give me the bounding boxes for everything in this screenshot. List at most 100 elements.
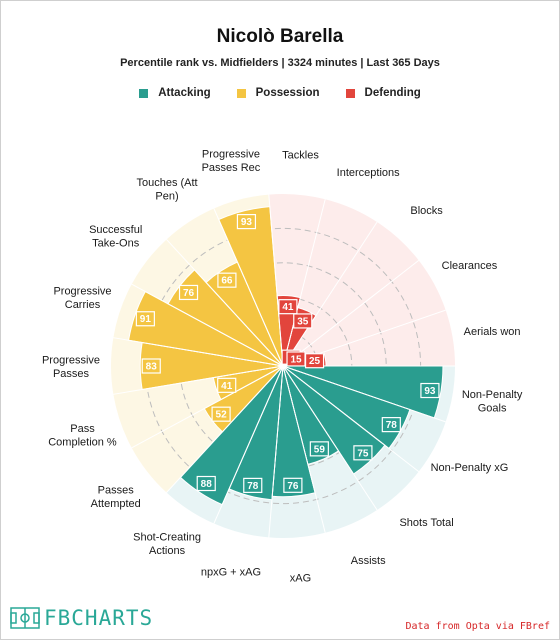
value-label-shot-creating-actions: 88 <box>196 475 216 492</box>
category-label-progressive-carries: Progressive Carries <box>53 285 111 311</box>
chart-subtitle: Percentile rank vs. Midfielders | 3324 m… <box>120 57 440 69</box>
value-text: 15 <box>290 354 302 365</box>
spoke <box>113 365 284 395</box>
category-labels: Non-Penalty Goals Non-Penalty xG Shots Tota… <box>42 149 523 585</box>
value-label-non-penalty-goals: 93 <box>420 382 440 399</box>
spoke <box>282 221 378 367</box>
value-box <box>211 406 231 422</box>
legend-item-defending: Defending <box>345 87 421 99</box>
value-box <box>309 441 329 457</box>
value-label-aerials-won: 25 <box>304 353 325 369</box>
chart-title: Nicolò Barella <box>216 26 344 47</box>
value-text: 41 <box>221 381 233 392</box>
legend-item-attacking: Attacking <box>139 87 211 99</box>
spoke <box>131 365 284 449</box>
spoke <box>282 365 326 533</box>
logo-text: FBCHARTS <box>44 606 154 630</box>
category-label-non-penalty-xg: Non-Penalty xG <box>431 462 509 474</box>
category-label-blocks: Blocks <box>410 205 443 217</box>
value-label-progressive-carries: 91 <box>135 311 155 327</box>
value-text: 66 <box>221 276 233 287</box>
value-box <box>353 445 373 461</box>
value-label-xag: 76 <box>283 477 303 493</box>
spoke <box>166 365 284 493</box>
sector-bg-aerials-won <box>283 310 455 366</box>
value-box <box>283 477 303 493</box>
value-box <box>293 313 313 329</box>
spoke <box>113 337 284 367</box>
spoke <box>282 365 420 473</box>
spoke <box>166 239 284 367</box>
category-label-tackles: Tackles <box>282 150 319 162</box>
value-box <box>178 284 199 301</box>
value-text: 83 <box>146 362 158 373</box>
value-box <box>196 475 216 492</box>
category-label-shot-creating-actions: Shot-Creating Actions <box>133 532 201 558</box>
legend: Attacking Possession Defending <box>0 87 560 99</box>
value-box <box>381 417 401 433</box>
spoke <box>282 199 326 367</box>
category-label-pass-completion: Pass Completion % <box>48 423 117 449</box>
pitch-icon <box>10 607 40 629</box>
value-box <box>278 299 298 315</box>
value-box <box>236 213 257 230</box>
value-label-clearances: 15 <box>286 351 306 367</box>
value-label-npxg-xag: 78 <box>243 477 263 493</box>
value-label-assists: 59 <box>309 441 329 457</box>
value-box <box>217 272 237 288</box>
value-labels: 9378755976788852418391766693413521525 <box>135 213 440 493</box>
spokes <box>113 194 455 538</box>
category-label-npxg-xag: npxG + xAG <box>201 567 261 579</box>
sector-bg-clearances <box>283 260 446 366</box>
legend-swatch-attacking <box>139 88 149 98</box>
category-label-clearances: Clearances <box>442 260 498 272</box>
value-text: 91 <box>140 314 152 325</box>
category-label-aerials-won: Aerials won <box>464 326 521 338</box>
value-label-touches-att-pen: 66 <box>217 272 237 288</box>
spoke <box>268 194 284 367</box>
category-label-shots-total: Shots Total <box>399 517 453 529</box>
value-box <box>304 353 325 369</box>
value-box <box>217 377 237 393</box>
spoke <box>282 365 378 511</box>
value-label-progressive-passes-rec: 93 <box>236 213 257 230</box>
legend-label-attacking: Attacking <box>158 87 211 99</box>
value-text: 93 <box>424 386 436 397</box>
legend-label-possession: Possession <box>255 87 320 99</box>
value-label-progressive-passes: 83 <box>141 358 161 374</box>
spoke <box>131 283 284 367</box>
category-label-assists: Assists <box>351 555 386 567</box>
value-text: 75 <box>357 448 369 459</box>
value-text: 78 <box>386 420 398 431</box>
value-label-non-penalty-xg: 78 <box>381 417 401 433</box>
value-box <box>420 382 440 399</box>
value-box <box>243 477 263 493</box>
legend-swatch-possession <box>236 88 246 98</box>
category-label-successful-take-ons: Successful Take-Ons <box>89 224 142 250</box>
value-label-successful-take-ons: 76 <box>178 284 199 301</box>
category-label-progressive-passes: Progressive Passes <box>42 354 100 380</box>
fbcharts-logo: FBCHARTS <box>10 606 153 630</box>
legend-item-possession: Possession <box>236 87 320 99</box>
value-label-pass-completion: 41 <box>217 377 237 393</box>
legend-swatch-defending <box>345 88 355 98</box>
category-label-interceptions: Interceptions <box>337 167 400 179</box>
value-label-tackles: 41 <box>278 299 298 315</box>
value-text: 76 <box>287 481 299 492</box>
category-label-progressive-passes-rec: Progressive Passes Rec <box>202 149 261 175</box>
value-box <box>135 311 155 327</box>
category-label-xag: xAG <box>290 572 311 584</box>
value-label-shots-total: 75 <box>353 445 373 461</box>
data-credit: Data from Opta via FBref <box>405 621 551 632</box>
value-text: 76 <box>183 288 195 299</box>
category-label-touches-att-pen: Touches (Att Pen) <box>136 177 197 203</box>
value-label-passes-attempted: 52 <box>211 406 231 422</box>
legend-label-defending: Defending <box>364 87 421 99</box>
spoke <box>282 365 446 423</box>
spoke <box>213 208 284 367</box>
value-text: 59 <box>314 444 326 455</box>
value-label-interceptions: 35 <box>293 313 313 329</box>
category-label-passes-attempted: Passes Attempted <box>91 484 141 510</box>
value-text: 52 <box>216 410 228 421</box>
